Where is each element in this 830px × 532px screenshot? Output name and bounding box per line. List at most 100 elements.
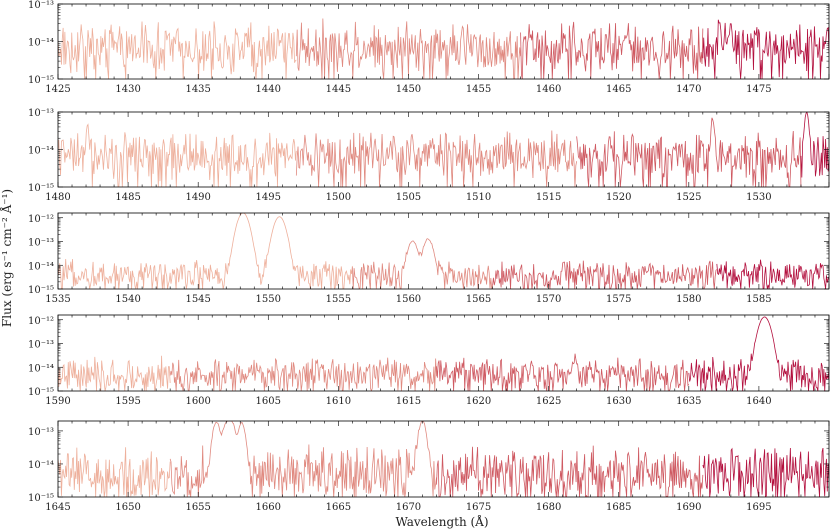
y-tick-label: 10⁻¹² — [28, 316, 54, 327]
y-tick-label: 10⁻¹⁴ — [28, 146, 54, 157]
x-tick-label: 1425 — [45, 84, 70, 95]
spectrum-series-p2-s2 — [295, 130, 578, 187]
x-tick-label: 1590 — [45, 396, 70, 407]
x-tick-label: 1605 — [256, 396, 281, 407]
spectrum-series-p3-s2 — [351, 238, 493, 289]
x-tick-label: 1470 — [676, 84, 701, 95]
x-tick-label: 1480 — [45, 192, 70, 203]
x-tick-label: 1545 — [185, 294, 210, 305]
y-tick-label: 10⁻¹² — [28, 214, 54, 225]
x-tick-label: 1600 — [185, 396, 210, 407]
x-tick-label: 1550 — [256, 294, 281, 305]
y-tick-label: 10⁻¹⁴ — [28, 363, 54, 374]
x-tick-label: 1505 — [396, 192, 421, 203]
x-tick-label: 1690 — [676, 502, 701, 513]
spectrum-series-p5-s3 — [436, 445, 704, 497]
spectrum-series-p5-s2 — [169, 421, 437, 497]
x-tick-label: 1450 — [396, 84, 421, 95]
x-tick-label: 1500 — [326, 192, 351, 203]
x-tick-label: 1635 — [676, 396, 701, 407]
x-tick-label: 1435 — [185, 84, 210, 95]
x-tick-label: 1660 — [256, 502, 281, 513]
spectrum-series-p1-s1 — [58, 21, 297, 79]
x-tick-label: 1615 — [396, 396, 421, 407]
spectrum-series-p4-s2 — [169, 357, 437, 391]
x-tick-label: 1535 — [45, 294, 70, 305]
x-tick-label: 1630 — [606, 396, 631, 407]
x-tick-label: 1485 — [115, 192, 140, 203]
x-axis-label: Wavelength (Å) — [395, 514, 488, 529]
x-tick-label: 1490 — [185, 192, 210, 203]
x-tick-label: 1570 — [536, 294, 561, 305]
spectrum-series-p3-s3 — [492, 260, 718, 289]
x-tick-label: 1495 — [256, 192, 281, 203]
panel-frame-5 — [57, 420, 830, 498]
spectrum-series-p2-s1 — [58, 123, 297, 187]
spectrum-panel-1: 1425 1430 1435 1440 1445 1450 1455 1460 1465 1470… — [28, 0, 830, 95]
spectrum-panel-4: 1590 1595 1600 1605 1610 1615 1620 1625 1630 1635… — [28, 314, 830, 407]
x-tick-label: 1640 — [746, 396, 771, 407]
spectrum-panels: 1425 1430 1435 1440 1445 1450 1455 1460 1465 1470… — [28, 0, 830, 513]
y-tick-label: 10⁻¹⁵ — [28, 387, 54, 398]
y-axis-label: Flux (erg s⁻¹ cm⁻² Å⁻¹) — [0, 189, 14, 327]
x-tick-label: 1580 — [676, 294, 701, 305]
y-tick-label: 10⁻¹⁵ — [28, 75, 54, 86]
x-tick-label: 1665 — [326, 502, 351, 513]
x-tick-label: 1520 — [606, 192, 631, 203]
spectrum-series-p3-s1 — [58, 213, 353, 289]
spectrum-series-p1-s4 — [702, 19, 829, 79]
x-tick-label: 1525 — [676, 192, 701, 203]
y-tick-label: 10⁻¹³ — [28, 238, 54, 249]
x-tick-label: 1620 — [466, 396, 491, 407]
spectrum-series-p5-s1 — [58, 447, 171, 497]
x-tick-label: 1595 — [115, 396, 140, 407]
x-tick-label: 1530 — [746, 192, 771, 203]
x-tick-label: 1560 — [396, 294, 421, 305]
spectrum-series-p1-s3 — [520, 21, 704, 79]
x-tick-label: 1515 — [536, 192, 561, 203]
x-tick-label: 1695 — [746, 502, 771, 513]
x-tick-label: 1430 — [115, 84, 140, 95]
x-tick-label: 1455 — [466, 84, 491, 95]
panel-frame-4 — [57, 314, 830, 392]
y-tick-label: 10⁻¹⁴ — [28, 261, 54, 272]
spectrum-series-p4-s1 — [58, 355, 171, 391]
spectrum-series-p5-s4 — [702, 447, 829, 497]
spectrum-series-p2-s4 — [800, 112, 829, 178]
x-tick-label: 1645 — [45, 502, 70, 513]
x-tick-label: 1510 — [466, 192, 491, 203]
y-tick-label: 10⁻¹³ — [28, 340, 54, 351]
x-tick-label: 1585 — [746, 294, 771, 305]
y-tick-label: 10⁻¹⁴ — [28, 38, 54, 49]
y-tick-label: 10⁻¹⁴ — [28, 460, 54, 471]
y-tick-label: 10⁻¹³ — [28, 427, 54, 438]
y-tick-label: 10⁻¹⁵ — [28, 183, 54, 194]
spectrum-panel-2: 1480 1485 1490 1495 1500 1505 1510 1515 1520 1525… — [28, 108, 830, 203]
x-tick-label: 1445 — [326, 84, 351, 95]
x-tick-label: 1680 — [536, 502, 561, 513]
spectrum-series-p3-s4 — [716, 259, 829, 289]
x-tick-label: 1540 — [115, 294, 140, 305]
spectrum-panel-3: 1535 1540 1545 1550 1555 1560 1565 1570 1575 1580… — [28, 212, 830, 305]
x-tick-label: 1440 — [256, 84, 281, 95]
spectrum-series-p4-s4 — [688, 316, 829, 391]
spectrum-series-p2-s3 — [576, 117, 802, 187]
x-tick-label: 1610 — [326, 396, 351, 407]
x-tick-label: 1655 — [185, 502, 210, 513]
x-tick-label: 1675 — [466, 502, 491, 513]
x-tick-label: 1650 — [115, 502, 140, 513]
x-tick-label: 1475 — [746, 84, 771, 95]
y-tick-label: 10⁻¹³ — [28, 108, 54, 119]
x-tick-label: 1575 — [606, 294, 631, 305]
y-tick-label: 10⁻¹⁵ — [28, 285, 54, 296]
y-tick-label: 10⁻¹⁵ — [28, 493, 54, 504]
x-tick-label: 1555 — [326, 294, 351, 305]
x-tick-label: 1685 — [606, 502, 631, 513]
spectrum-panel-5: 1645 1650 1655 1660 1665 1670 1675 1680 1685 1690… — [28, 420, 830, 513]
x-tick-label: 1465 — [606, 84, 631, 95]
x-tick-label: 1625 — [536, 396, 561, 407]
spectrum-series-p1-s2 — [295, 18, 521, 79]
y-tick-label: 10⁻¹³ — [28, 0, 54, 11]
x-tick-label: 1670 — [396, 502, 421, 513]
